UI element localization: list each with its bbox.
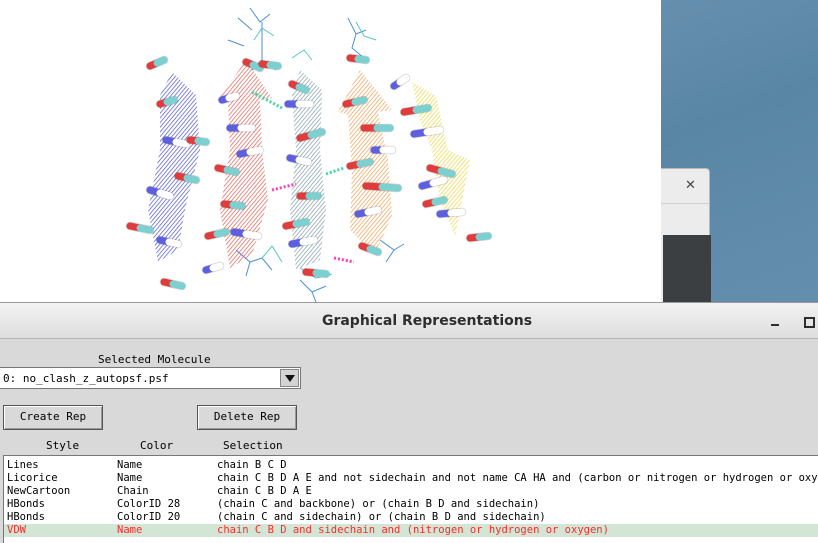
rep-selection: chain C B D and sidechain and (nitrogen … (217, 524, 609, 536)
atom-stick (295, 127, 327, 143)
atom-stick (301, 267, 331, 279)
rep-style: Lines (7, 459, 39, 471)
selected-molecule-label: Selected Molecule (98, 353, 211, 366)
strand-chain-red (218, 60, 272, 268)
create-rep-button[interactable]: Create Rep (3, 405, 103, 430)
molecule-select-value: 0: no_clash_z_autopsf.psf (3, 372, 169, 385)
rep-style: HBonds (7, 498, 45, 510)
atom-stick (421, 195, 449, 209)
window-title: Graphical Representations (321, 313, 533, 329)
atom-stick (213, 163, 241, 177)
atom-stick (399, 103, 433, 117)
atom-stick (435, 207, 467, 219)
atom-stick (145, 185, 175, 201)
dialog-dark-panel (663, 235, 711, 315)
rep-style: HBonds (7, 511, 45, 523)
rep-row[interactable]: HBonds ColorID 20 (chain C and sidechain… (4, 511, 818, 524)
rep-row[interactable]: HBonds ColorID 28 (chain C and backbone)… (4, 498, 818, 511)
rep-row-selected[interactable]: VDW Name chain C B D and sidechain and (… (4, 524, 818, 537)
dialog-divider (641, 203, 709, 204)
rep-row[interactable]: Licorice Name chain C B D A E and not si… (4, 472, 818, 485)
atom-stick (203, 227, 231, 241)
atom-stick (417, 175, 449, 191)
graphical-representations-window: Graphical Representations Selected Molec… (0, 302, 818, 543)
rep-color: ColorID 20 (117, 511, 181, 523)
atom-stick (341, 95, 369, 109)
atom-stick (159, 277, 187, 291)
maximize-icon[interactable] (802, 315, 815, 328)
atom-stick (285, 153, 313, 167)
atom-stick (287, 79, 311, 95)
atom-stick (389, 73, 411, 91)
hbonds-colorid-20 (271, 182, 355, 264)
rep-color: Name (117, 472, 143, 484)
atom-stick (155, 95, 179, 109)
molecule-select[interactable]: 0: no_clash_z_autopsf.psf (0, 367, 301, 389)
rep-row[interactable]: NewCartoon Chain chain C B D A E (4, 485, 818, 498)
close-icon[interactable]: ✕ (685, 178, 696, 193)
rep-color: ColorID 28 (117, 498, 181, 510)
atom-stick (219, 199, 247, 211)
column-header-color: Color (140, 439, 174, 452)
molecule-viewport[interactable] (0, 0, 661, 302)
rep-row[interactable]: Lines Name chain B C D (4, 459, 818, 472)
rep-color: Chain (117, 485, 149, 497)
atoms-layer (125, 53, 493, 291)
hbonds-colorid-28 (251, 90, 345, 176)
strand-chain-yellow (412, 82, 470, 236)
atom-stick (345, 53, 371, 65)
window-titlebar[interactable]: Graphical Representations (0, 303, 818, 339)
delete-rep-button[interactable]: Delete Rep (197, 405, 297, 430)
atom-stick (185, 135, 211, 147)
rep-selection: (chain C and sidechain) or (chain B D an… (217, 511, 546, 523)
atom-stick (425, 163, 457, 179)
rep-selection: (chain C and backbone) or (chain B D and… (217, 498, 540, 510)
atom-stick (217, 91, 241, 105)
representations-list[interactable]: Lines Name chain B C D Licorice Name cha… (3, 455, 818, 543)
column-header-selection: Selection (223, 439, 283, 452)
atom-stick (353, 205, 383, 219)
rep-color: Name (117, 459, 143, 471)
rep-selection: chain C B D A E (217, 485, 312, 497)
atom-stick (241, 57, 265, 73)
atom-stick (465, 231, 493, 243)
atom-stick (409, 125, 445, 139)
atom-stick (145, 55, 169, 71)
rep-color: Name (117, 524, 143, 536)
atom-stick (155, 235, 183, 249)
atom-stick (201, 261, 225, 275)
rep-selection: chain C B D A E and not sidechain and no… (217, 472, 818, 484)
rep-selection: chain B C D (217, 459, 287, 471)
molecule-render (125, 7, 493, 302)
atom-stick (361, 181, 403, 193)
column-header-style: Style (46, 439, 80, 452)
rep-style: NewCartoon (7, 485, 71, 497)
atom-stick (173, 171, 201, 185)
atom-stick (281, 217, 311, 231)
strand-chain-blue (148, 72, 200, 262)
minimize-icon[interactable] (768, 313, 782, 327)
rep-style: VDW (7, 524, 26, 536)
atom-stick (257, 59, 283, 71)
rep-style: Licorice (7, 472, 58, 484)
atom-stick (357, 241, 383, 257)
atom-stick (287, 235, 319, 249)
atom-stick (345, 157, 375, 171)
atom-stick (229, 227, 263, 241)
atom-stick (161, 135, 191, 149)
atom-stick (235, 145, 265, 159)
chevron-down-icon[interactable] (280, 369, 299, 387)
atom-stick (125, 221, 155, 235)
